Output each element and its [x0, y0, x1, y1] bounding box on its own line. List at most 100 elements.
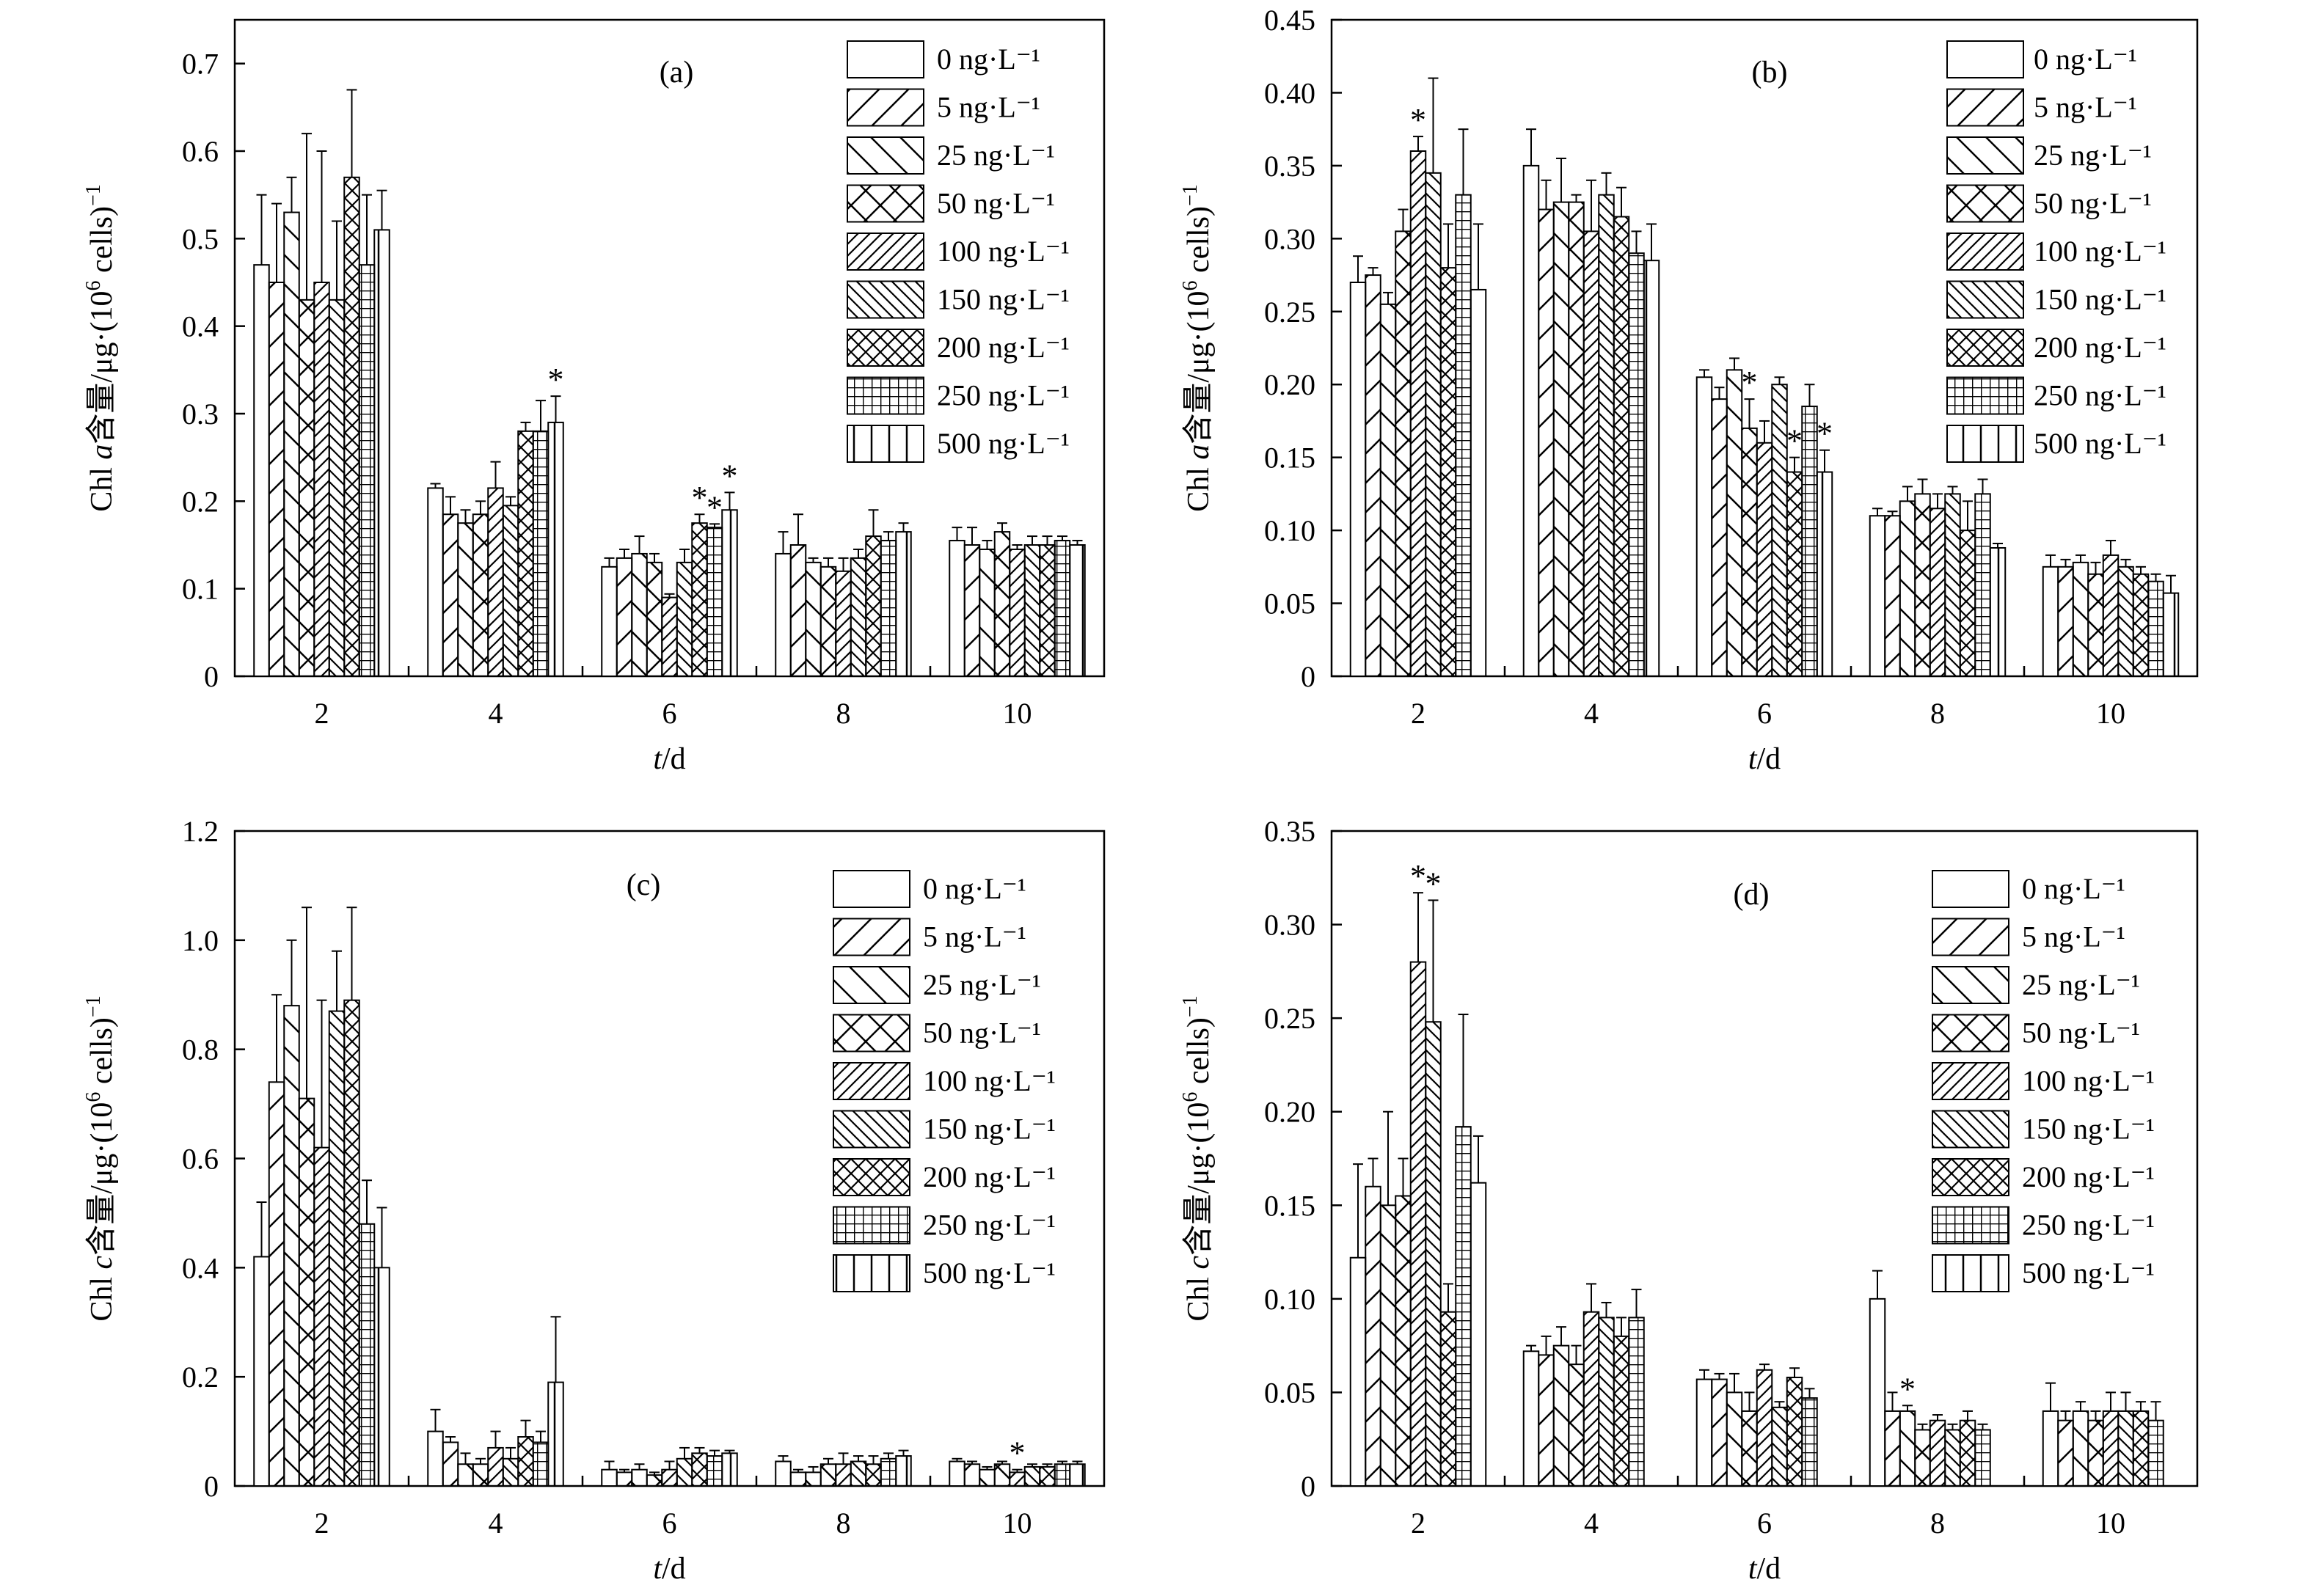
legend-label: 50 ng·L⁻¹	[937, 187, 1055, 220]
legend-swatch	[1932, 1254, 2009, 1292]
legend-label: 50 ng·L⁻¹	[923, 1017, 1041, 1050]
legend-swatch	[1946, 40, 2024, 78]
legend-label: 250 ng·L⁻¹	[2022, 1209, 2155, 1242]
x-axis-label: t/d	[653, 742, 685, 776]
bar	[1771, 384, 1788, 677]
bar	[676, 561, 693, 677]
x-axis-label: t/d	[653, 1552, 685, 1586]
bar	[457, 522, 474, 678]
legend-label: 150 ng·L⁻¹	[923, 1113, 1056, 1146]
y-tick-label: 0.45	[1264, 4, 1315, 37]
bar	[616, 557, 633, 678]
bar	[1598, 1317, 1615, 1487]
panel-label: (c)	[627, 868, 661, 902]
legend-label: 500 ng·L⁻¹	[937, 427, 1070, 460]
panel-c: 0 0.2 0.4 0.6 0.8 1.0 1.2 2 4 6 8 10 * (c) 0 ng·L⁻¹ 5 n…	[82, 815, 1106, 1586]
bar	[1944, 493, 1961, 678]
bar	[1409, 961, 1427, 1487]
legend-label: 25 ng·L⁻¹	[923, 968, 1041, 1001]
y-tick-label: 0.35	[1264, 815, 1315, 848]
y-tick-label: 0.2	[182, 1361, 219, 1394]
bar	[721, 1452, 738, 1487]
bar	[1695, 1378, 1713, 1487]
legend-swatch	[847, 233, 924, 271]
bar	[2042, 565, 2059, 677]
bar	[1039, 1465, 1056, 1487]
x-tick-label: 6	[662, 1507, 677, 1540]
significance-asterisk: *	[1425, 865, 1442, 901]
bar	[283, 1005, 300, 1487]
bar	[601, 1468, 618, 1487]
legend-swatch	[1946, 329, 2024, 367]
legend-label: 200 ng·L⁻¹	[2034, 331, 2166, 364]
bar	[963, 1463, 981, 1487]
bar	[457, 1463, 474, 1487]
bar	[1568, 1363, 1585, 1487]
bar	[1395, 1195, 1412, 1487]
bar	[1582, 1311, 1600, 1487]
bar	[1816, 471, 1833, 677]
legend-label: 5 ng·L⁻¹	[2034, 91, 2137, 124]
bar	[1069, 1463, 1086, 1487]
bar	[1869, 515, 1886, 677]
legend-swatch	[847, 280, 924, 319]
legend-label: 0 ng·L⁻¹	[2022, 872, 2125, 905]
y-tick-label: 0.4	[182, 310, 219, 343]
bar	[835, 570, 852, 677]
bar	[502, 1457, 519, 1487]
y-tick-label: 0.25	[1264, 1002, 1315, 1035]
bar	[706, 527, 723, 678]
y-tick-label: 1.0	[182, 924, 219, 957]
legend-swatch	[1932, 870, 2009, 908]
bar	[1379, 1204, 1397, 1487]
y-tick-label: 0.1	[182, 573, 219, 606]
legend-swatch	[1946, 88, 2024, 127]
y-tick-label: 0.20	[1264, 368, 1315, 401]
bar	[1756, 442, 1773, 677]
bar	[895, 531, 912, 677]
bar	[850, 1460, 867, 1487]
bar	[268, 282, 285, 677]
legend-label: 250 ng·L⁻¹	[937, 379, 1070, 412]
y-tick-label: 0.8	[182, 1033, 219, 1066]
bar	[1009, 1471, 1026, 1487]
legend-swatch	[1932, 918, 2009, 956]
bar	[1801, 1397, 1818, 1487]
bar	[1023, 1465, 1041, 1487]
bar	[1439, 1311, 1457, 1487]
bar	[1959, 1419, 1976, 1487]
x-tick-label: 8	[836, 1507, 851, 1540]
legend-label: 50 ng·L⁻¹	[2022, 1017, 2140, 1050]
bar	[1470, 288, 1487, 677]
x-tick-label: 6	[1757, 697, 1772, 730]
y-axis-label: Chl c含量/μg·(106 cells)−1	[1179, 995, 1216, 1321]
bar	[328, 1010, 346, 1487]
bar	[1959, 530, 1976, 677]
bar	[2162, 592, 2180, 678]
x-tick-label: 8	[836, 697, 851, 730]
bar	[1439, 267, 1457, 678]
y-tick-label: 0.30	[1264, 222, 1315, 255]
legend-label: 100 ng·L⁻¹	[923, 1064, 1056, 1097]
significance-asterisk: *	[707, 489, 723, 525]
legend-label: 100 ng·L⁻¹	[937, 235, 1070, 268]
bar	[253, 1256, 270, 1487]
bar	[343, 176, 360, 678]
bar	[949, 1460, 965, 1487]
x-tick-label: 10	[1003, 1507, 1032, 1540]
bar	[819, 1463, 837, 1487]
bar	[2042, 1410, 2059, 1487]
bar	[1741, 427, 1758, 678]
legend-swatch	[847, 376, 924, 415]
bar	[1349, 1256, 1367, 1487]
bar	[865, 535, 882, 677]
bar	[1395, 230, 1412, 677]
x-tick-label: 4	[489, 697, 503, 730]
legend-label: 150 ng·L⁻¹	[2034, 283, 2166, 316]
bar	[1054, 540, 1071, 677]
legend-swatch	[1932, 1206, 2009, 1245]
bar	[1756, 1369, 1773, 1487]
bar	[805, 1471, 822, 1487]
bar	[502, 505, 519, 677]
significance-asterisk: *	[1786, 423, 1803, 459]
